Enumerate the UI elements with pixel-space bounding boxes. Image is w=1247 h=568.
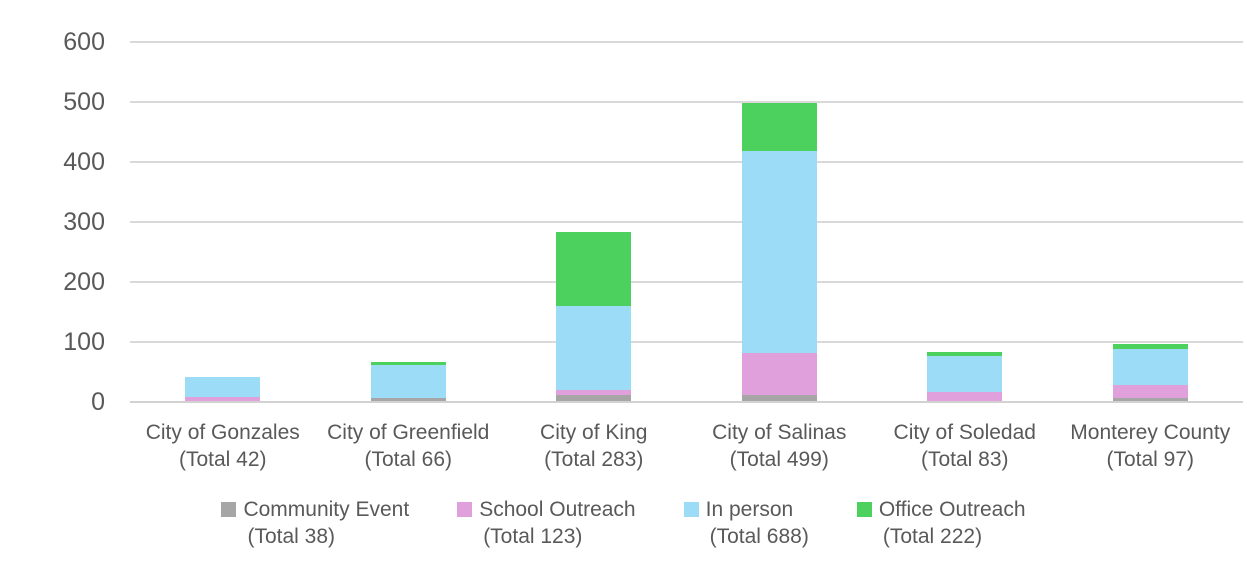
legend-label: School Outreach <box>479 498 636 521</box>
legend-total: (Total 123) <box>483 525 583 548</box>
bar-segment-city-of-greenfield-office-outreach <box>370 362 446 366</box>
legend-swatch-community-event-icon <box>221 502 237 517</box>
bar-segment-monterey-county-in-person <box>1112 348 1188 385</box>
bar-segment-city-of-greenfield-community-event <box>370 398 446 402</box>
x-label-city-of-gonzales: City of Gonzales (Total 42) <box>83 419 363 473</box>
x-label-name: Monterey County <box>1070 421 1231 444</box>
y-tick-label-500: 500 <box>63 88 105 116</box>
bar-segment-city-of-soledad-school-outreach <box>927 391 1003 401</box>
bar-segment-monterey-county-office-outreach <box>1112 343 1188 349</box>
bar-segment-city-of-gonzales-school-outreach <box>185 397 261 401</box>
x-label-total: (Total 97) <box>1106 448 1195 471</box>
bar-segment-city-of-gonzales-in-person <box>185 376 261 398</box>
legend-total: (Total 38) <box>247 525 335 548</box>
x-label-city-of-greenfield: City of Greenfield (Total 66) <box>268 419 548 473</box>
y-tick-label-400: 400 <box>63 148 105 176</box>
x-axis-line <box>130 401 1243 403</box>
bar-segment-city-of-king-in-person <box>556 306 632 390</box>
bar-city-of-greenfield <box>370 42 446 402</box>
bar-segment-city-of-greenfield-in-person <box>370 365 446 399</box>
x-label-name: City of Salinas <box>712 421 847 444</box>
gridline-500 <box>130 101 1243 103</box>
gridline-200 <box>130 281 1243 283</box>
gridline-100 <box>130 341 1243 343</box>
legend-label: In person <box>705 498 794 521</box>
legend-text-office-outreach: Office Outreach (Total 222) <box>879 496 1026 550</box>
x-label-city-of-salinas: City of Salinas (Total 499) <box>639 419 919 473</box>
y-tick-label-600: 600 <box>63 28 105 56</box>
x-label-total: (Total 499) <box>729 448 829 471</box>
x-label-name: City of Soledad <box>893 421 1036 444</box>
bar-monterey-county <box>1112 42 1188 402</box>
legend-total: (Total 222) <box>882 525 983 548</box>
bar-segment-city-of-king-community-event <box>556 395 632 402</box>
gridline-400 <box>130 161 1243 163</box>
legend-swatch-in-person-icon <box>683 502 699 517</box>
plot-area <box>130 41 1243 403</box>
x-label-name: City of Greenfield <box>327 421 490 444</box>
bar-city-of-salinas <box>741 42 817 402</box>
bar-city-of-soledad <box>927 42 1003 402</box>
bar-segment-city-of-salinas-in-person <box>741 150 817 354</box>
legend-item-office-outreach: Office Outreach (Total 222) <box>856 496 1026 550</box>
y-tick-label-200: 200 <box>63 268 105 296</box>
legend-text-in-person: In person (Total 688) <box>706 496 809 550</box>
x-label-total: (Total 283) <box>544 448 644 471</box>
y-tick-label-300: 300 <box>63 208 105 236</box>
bar-segment-city-of-salinas-community-event <box>741 395 817 402</box>
legend-swatch-office-outreach-icon <box>856 502 872 517</box>
legend-total: (Total 688) <box>709 525 809 548</box>
x-axis-labels: City of Gonzales (Total 42) City of Greenf… <box>130 419 1243 477</box>
bar-segment-city-of-salinas-school-outreach <box>741 353 817 396</box>
bar-segment-city-of-soledad-office-outreach <box>927 352 1003 356</box>
bar-segment-city-of-king-office-outreach <box>556 232 632 306</box>
legend-swatch-school-outreach-icon <box>457 502 473 517</box>
bar-segment-monterey-county-school-outreach <box>1112 384 1188 399</box>
x-label-name: City of King <box>540 421 648 444</box>
gridline-300 <box>130 221 1243 223</box>
x-label-monterey-county: Monterey County (Total 97) <box>1010 419 1247 473</box>
legend-item-school-outreach: School Outreach (Total 123) <box>457 496 636 550</box>
bar-city-of-gonzales <box>185 42 261 402</box>
bar-segment-city-of-king-school-outreach <box>556 390 632 396</box>
legend-item-community-event: Community Event (Total 38) <box>221 496 409 550</box>
x-label-total: (Total 42) <box>178 448 267 471</box>
y-tick-label-0: 0 <box>91 388 105 416</box>
x-label-name: City of Gonzales <box>145 421 300 444</box>
legend-label: Community Event <box>243 498 410 521</box>
legend-label: Office Outreach <box>878 498 1026 521</box>
bar-segment-monterey-county-community-event <box>1112 398 1188 402</box>
legend-item-in-person: In person (Total 688) <box>683 496 809 550</box>
x-label-city-of-soledad: City of Soledad (Total 83) <box>825 419 1105 473</box>
x-label-city-of-king: City of King (Total 283) <box>454 419 734 473</box>
x-label-total: (Total 83) <box>920 448 1009 471</box>
bar-segment-city-of-salinas-office-outreach <box>741 102 817 151</box>
legend-text-community-event: Community Event (Total 38) <box>243 496 409 550</box>
gridline-600 <box>130 41 1243 43</box>
y-tick-label-100: 100 <box>63 328 105 356</box>
legend-text-school-outreach: School Outreach (Total 123) <box>479 496 635 550</box>
legend: Community Event (Total 38) School Outreach… <box>0 496 1247 550</box>
bar-segment-city-of-soledad-in-person <box>927 355 1003 392</box>
bar-city-of-king <box>556 42 632 402</box>
x-label-total: (Total 66) <box>364 448 453 471</box>
